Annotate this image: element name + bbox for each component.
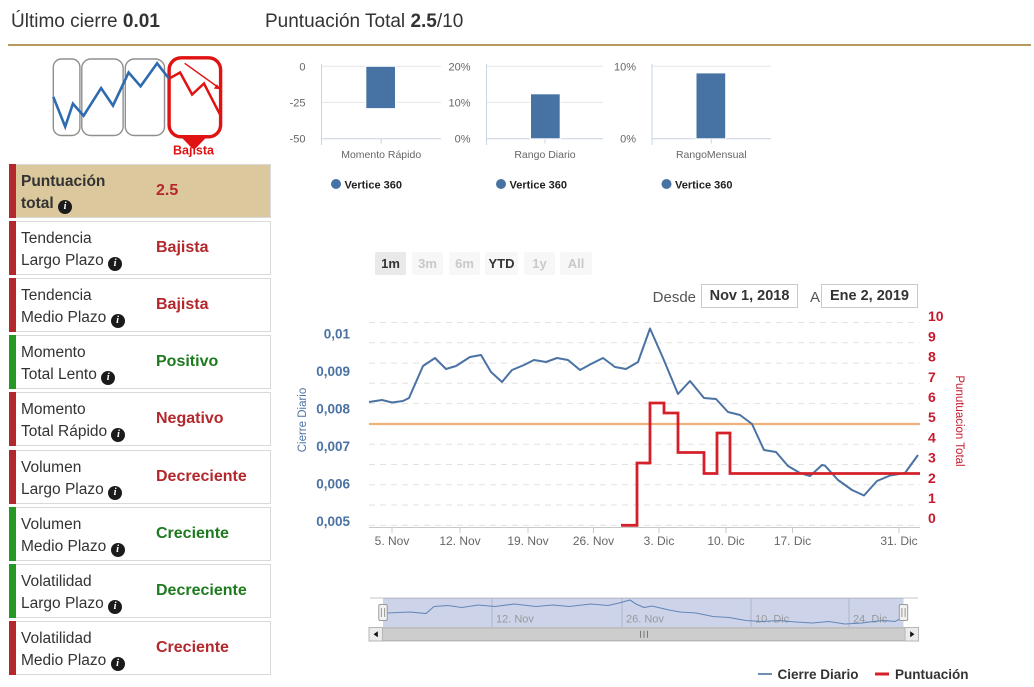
svg-text:17. Dic: 17. Dic bbox=[774, 534, 811, 548]
svg-text:Rango Diario: Rango Diario bbox=[514, 149, 575, 161]
svg-text:Vertice 360: Vertice 360 bbox=[510, 180, 568, 192]
svg-text:Punutuacion Total: Punutuacion Total bbox=[953, 375, 965, 466]
svg-text:Vertice 360: Vertice 360 bbox=[675, 180, 733, 192]
svg-text:Momento Rápido: Momento Rápido bbox=[341, 149, 421, 161]
svg-text:0: 0 bbox=[299, 61, 305, 73]
svg-text:0,005: 0,005 bbox=[316, 514, 350, 529]
svg-text:9: 9 bbox=[928, 328, 936, 344]
svg-text:26. Nov: 26. Nov bbox=[573, 534, 614, 548]
svg-text:0: 0 bbox=[928, 510, 936, 526]
svg-text:3. Dic: 3. Dic bbox=[644, 534, 675, 548]
svg-text:-50: -50 bbox=[290, 134, 306, 146]
svg-text:10%: 10% bbox=[448, 97, 470, 109]
svg-text:5. Nov: 5. Nov bbox=[375, 534, 410, 548]
svg-text:Cierre Diario: Cierre Diario bbox=[778, 667, 859, 682]
svg-text:0%: 0% bbox=[620, 134, 636, 146]
svg-text:19. Nov: 19. Nov bbox=[507, 534, 548, 548]
svg-text:Puntuación: Puntuación bbox=[895, 667, 969, 682]
svg-text:10. Dic: 10. Dic bbox=[707, 534, 744, 548]
svg-text:6: 6 bbox=[928, 389, 936, 405]
svg-text:Cierre Diario: Cierre Diario bbox=[297, 388, 309, 453]
svg-text:0,006: 0,006 bbox=[316, 477, 350, 492]
svg-text:31. Dic: 31. Dic bbox=[880, 534, 917, 548]
svg-text:10: 10 bbox=[928, 308, 944, 324]
svg-text:5: 5 bbox=[928, 409, 936, 425]
svg-text:3: 3 bbox=[928, 450, 936, 466]
svg-text:1: 1 bbox=[928, 490, 936, 506]
svg-text:RangoMensual: RangoMensual bbox=[676, 149, 747, 161]
svg-text:0,007: 0,007 bbox=[316, 439, 350, 454]
svg-text:20%: 20% bbox=[448, 61, 470, 73]
svg-text:26. Nov: 26. Nov bbox=[626, 614, 664, 626]
svg-text:0,009: 0,009 bbox=[316, 364, 350, 379]
svg-text:Bajista: Bajista bbox=[173, 144, 215, 158]
svg-text:Vertice 360: Vertice 360 bbox=[345, 180, 403, 192]
svg-text:7: 7 bbox=[928, 369, 936, 385]
svg-text:10. Dic: 10. Dic bbox=[755, 614, 790, 626]
svg-text:2: 2 bbox=[928, 470, 936, 486]
svg-text:0,01: 0,01 bbox=[324, 327, 351, 342]
svg-text:4: 4 bbox=[928, 429, 936, 445]
svg-text:0,008: 0,008 bbox=[316, 402, 350, 417]
svg-text:12. Nov: 12. Nov bbox=[439, 534, 480, 548]
svg-text:0%: 0% bbox=[455, 134, 471, 146]
svg-text:12. Nov: 12. Nov bbox=[496, 614, 534, 626]
svg-text:-25: -25 bbox=[290, 97, 306, 109]
svg-text:10%: 10% bbox=[614, 61, 636, 73]
svg-text:8: 8 bbox=[928, 349, 936, 365]
